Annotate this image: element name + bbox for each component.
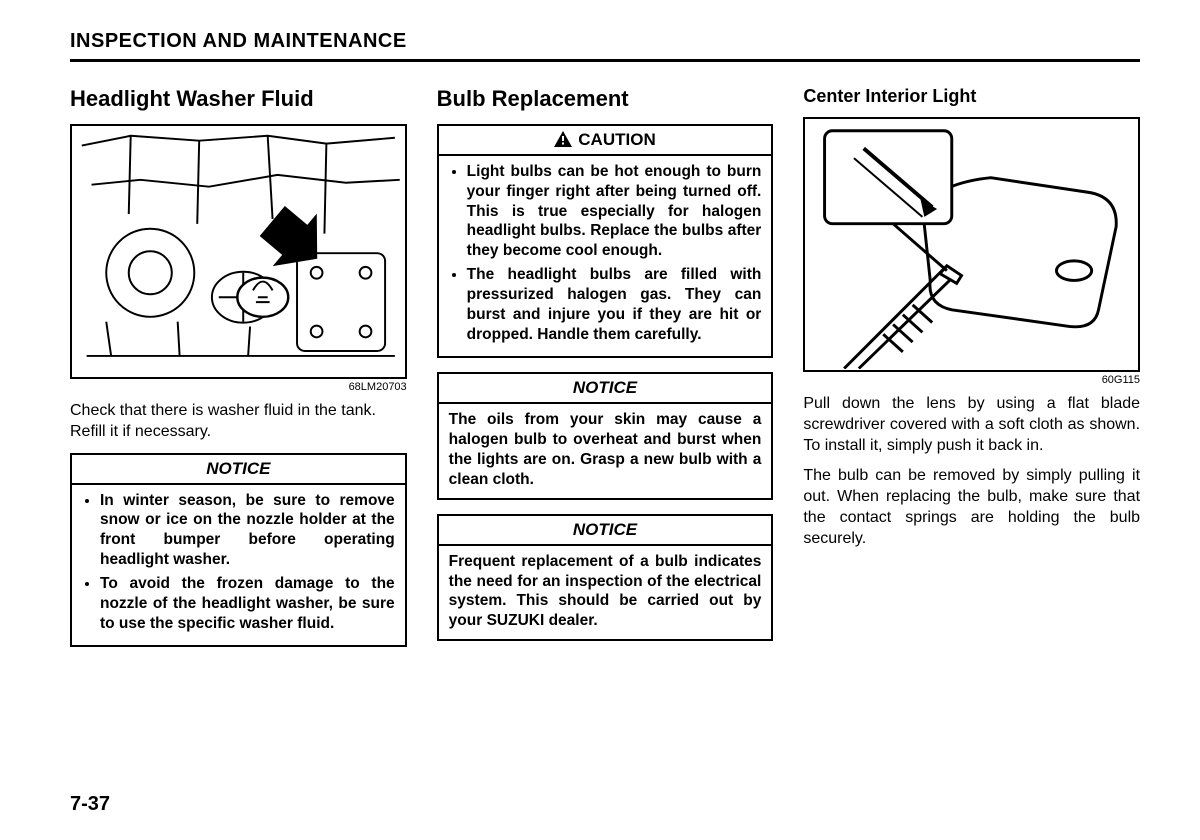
caution-body: Light bulbs can be hot enough to burn yo…: [439, 156, 772, 356]
warning-triangle-icon: [554, 131, 572, 147]
body-interior-1: Pull down the lens by using a flat blade…: [803, 394, 1140, 456]
washer-fluid-illustration: [72, 126, 405, 376]
notice-item: To avoid the frozen damage to the nozzle…: [100, 574, 395, 633]
figure-washer-fluid: [70, 124, 407, 379]
body-washer: Check that there is washer fluid in the …: [70, 401, 407, 443]
content-columns: Headlight Washer Fluid: [70, 86, 1140, 661]
notice-washer: NOTICE In winter season, be sure to remo…: [70, 453, 407, 648]
notice-frequent: NOTICE Frequent replacement of a bulb in…: [437, 514, 774, 641]
caution-item: The headlight bulbs are filled with pres…: [467, 265, 762, 344]
page-number: 7-37: [70, 793, 110, 816]
caution-label: CAUTION: [578, 130, 655, 149]
notice-title: NOTICE: [439, 374, 772, 404]
caution-box: CAUTION Light bulbs can be hot enough to…: [437, 124, 774, 358]
notice-item: In winter season, be sure to remove snow…: [100, 491, 395, 570]
heading-headlight-washer: Headlight Washer Fluid: [70, 86, 407, 112]
notice-title: NOTICE: [439, 516, 772, 546]
column-3: Center Interior Light: [803, 86, 1140, 661]
notice-body: In winter season, be sure to remove snow…: [72, 485, 405, 646]
heading-center-interior-light: Center Interior Light: [803, 86, 1140, 107]
column-2: Bulb Replacement CAUTION Light bulbs can…: [437, 86, 774, 661]
column-1: Headlight Washer Fluid: [70, 86, 407, 661]
notice-oils: NOTICE The oils from your skin may cause…: [437, 372, 774, 499]
figure-code-1: 68LM20703: [70, 381, 407, 393]
heading-bulb-replacement: Bulb Replacement: [437, 86, 774, 112]
chapter-title: INSPECTION AND MAINTENANCE: [70, 30, 1140, 62]
notice-body: Frequent replacement of a bulb indicates…: [439, 546, 772, 639]
notice-title: NOTICE: [72, 455, 405, 485]
interior-light-illustration: [805, 119, 1138, 369]
figure-code-2: 60G115: [803, 374, 1140, 386]
notice-body: The oils from your skin may cause a halo…: [439, 404, 772, 497]
caution-item: Light bulbs can be hot enough to burn yo…: [467, 162, 762, 261]
caution-title: CAUTION: [439, 126, 772, 156]
body-interior-2: The bulb can be removed by simply pullin…: [803, 466, 1140, 549]
figure-interior-light: [803, 117, 1140, 372]
